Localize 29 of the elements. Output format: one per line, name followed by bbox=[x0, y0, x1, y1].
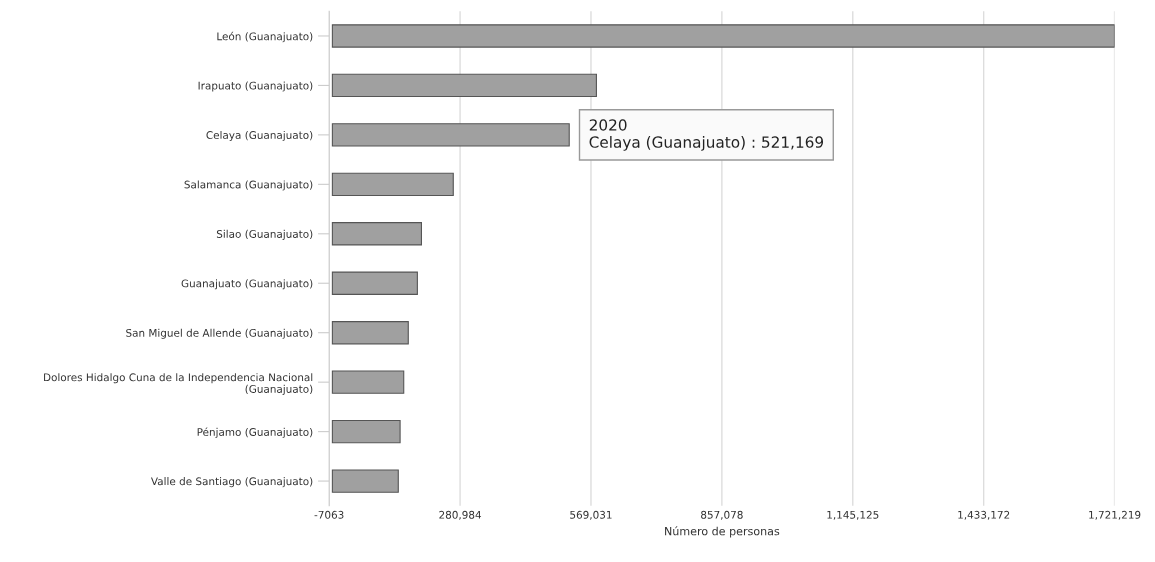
x-tick-label: 1,721,219 bbox=[1089, 510, 1141, 520]
bar bbox=[331, 123, 570, 147]
bar bbox=[331, 222, 423, 246]
y-tick-label: Dolores Hidalgo Cuna de la Independencia Nacional (Guanajuato) bbox=[44, 373, 313, 395]
bar bbox=[331, 469, 399, 493]
x-axis-title: Número de personas bbox=[665, 526, 780, 538]
bar bbox=[331, 321, 409, 345]
x-tick-label: 857,078 bbox=[701, 510, 743, 520]
y-tick-label: San Miguel de Allende (Guanajuato) bbox=[126, 328, 313, 339]
x-tick-label: 280,984 bbox=[439, 510, 482, 520]
bar bbox=[331, 24, 1115, 48]
y-tick-label: Salamanca (Guanajuato) bbox=[184, 180, 313, 191]
y-tick-label: Pénjamo (Guanajuato) bbox=[197, 427, 313, 438]
bar bbox=[331, 73, 597, 98]
bar bbox=[331, 419, 401, 444]
y-tick-label: Valle de Santiago (Guanajuato) bbox=[150, 477, 313, 488]
y-tick-label: Silao (Guanajuato) bbox=[216, 229, 313, 240]
y-tick-label: Celaya (Guanajuato) bbox=[206, 130, 313, 141]
annotation: 2020 Celaya (Guanajuato) : 521,169 bbox=[589, 119, 824, 151]
y-tick-label: León (Guanajuato) bbox=[217, 31, 313, 43]
y-tick-label: Guanajuato (Guanajuato) bbox=[181, 279, 313, 290]
bar bbox=[331, 172, 454, 197]
x-tick-label: 569,031 bbox=[570, 510, 612, 520]
bar bbox=[331, 271, 418, 295]
x-tick-label: 1,145,125 bbox=[827, 510, 879, 520]
bar bbox=[331, 370, 405, 394]
x-tick-label: 1,433,172 bbox=[958, 510, 1010, 520]
x-tick-label: -7063 bbox=[314, 510, 344, 519]
y-tick-label: Irapuato (Guanajuato) bbox=[198, 81, 313, 92]
